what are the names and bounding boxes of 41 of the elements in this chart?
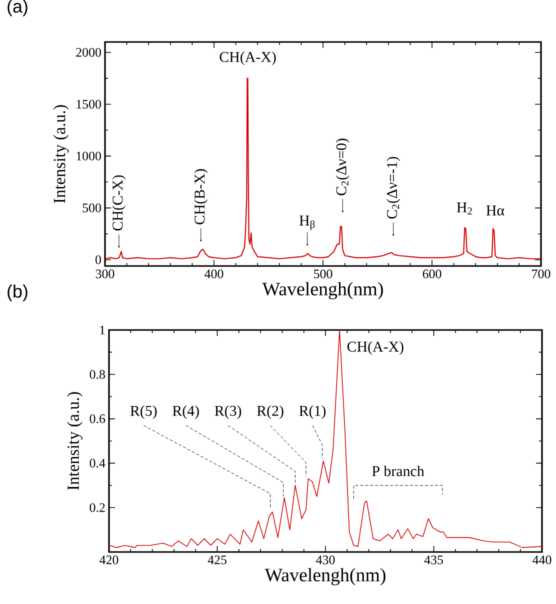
y-tick-label: 2000 — [76, 48, 101, 57]
annotation: R(1) — [299, 405, 326, 419]
x-axis-title: Wavelengh(nm) — [264, 568, 386, 586]
y-axis-title: Intensity (a.u.) — [53, 105, 69, 204]
y-tick-label: 0.6 — [90, 414, 106, 424]
annotation: CH(B-X) — [194, 169, 208, 224]
y-tick-label: 0 — [96, 255, 101, 264]
y-tick-label: 0.8 — [90, 370, 105, 379]
annotation: Hα — [486, 206, 504, 216]
y-tick-label: 1000 — [76, 152, 101, 160]
x-tick-label: 600 — [422, 270, 442, 278]
x-axis-title: Wavelengh(nm) — [262, 282, 383, 300]
y-tick-label: 1500 — [76, 100, 101, 109]
chart-title: (a) — [8, 0, 28, 16]
annotation: R(3) — [214, 405, 242, 419]
x-tick-label: 500 — [314, 270, 332, 278]
x-tick-label: 300 — [96, 270, 114, 278]
x-tick-label: 435 — [424, 556, 443, 564]
chart-title: (b) — [8, 284, 28, 302]
annotation: CH(C-X) — [112, 175, 126, 231]
annotation: H$_{2}$ — [456, 202, 472, 214]
y-axis-title: Intensity (a.u.) — [67, 392, 82, 490]
annotation: CH(A-X) — [220, 52, 276, 66]
annotation: C$_{2}$(Δν=0) — [336, 138, 350, 196]
x-tick-label: 400 — [204, 270, 224, 278]
x-tick-label: 700 — [532, 270, 550, 278]
y-tick-label: 0.4 — [90, 458, 106, 468]
annotation: H$_{β}$ — [299, 216, 315, 230]
y-tick-label: 1 — [100, 326, 105, 334]
annotation: R(4) — [172, 405, 199, 419]
x-tick-label: 430 — [316, 556, 335, 564]
annotation: C$_{2}$(Δν=-1) — [386, 157, 400, 219]
x-tick-label: 440 — [532, 556, 552, 564]
annotation: P branch — [372, 466, 424, 476]
annotation: CH(A-X) — [347, 341, 404, 355]
x-tick-label: 420 — [100, 556, 118, 564]
y-tick-label: 500 — [82, 204, 101, 212]
annotation: R(2) — [257, 405, 284, 419]
annotation: R(5) — [130, 405, 157, 419]
x-tick-label: 425 — [208, 556, 226, 564]
y-tick-label: 0.2 — [90, 503, 105, 512]
